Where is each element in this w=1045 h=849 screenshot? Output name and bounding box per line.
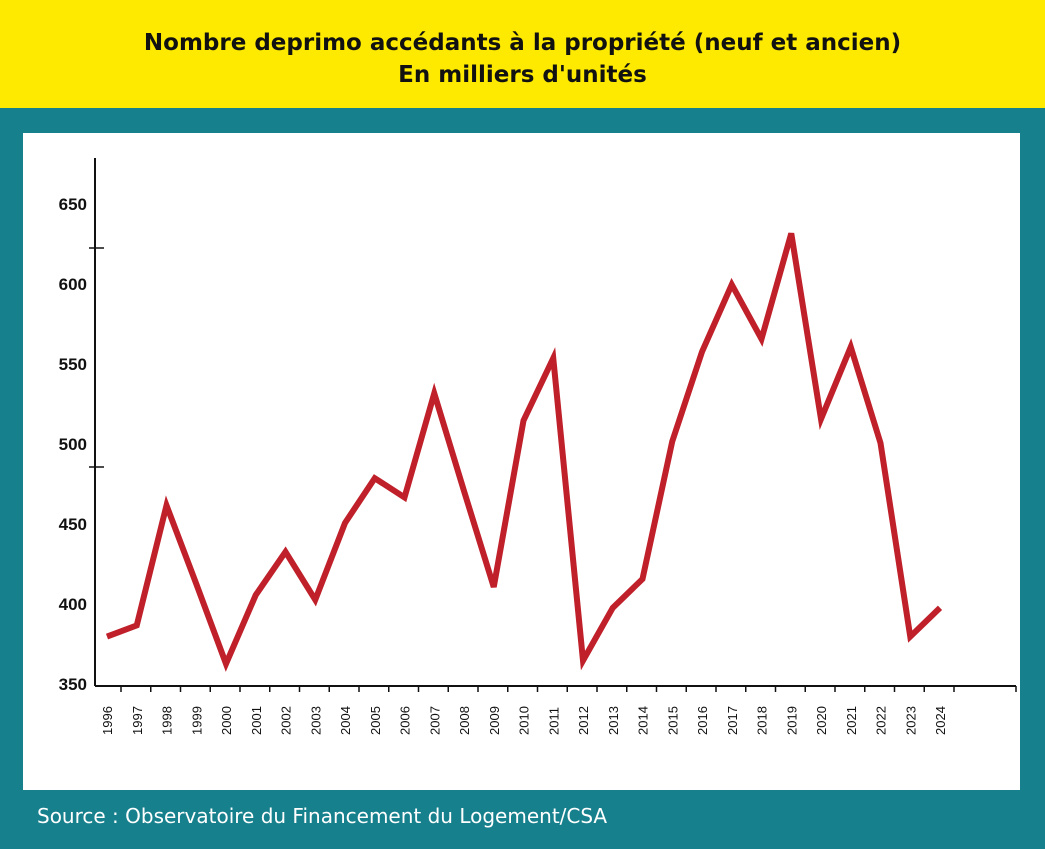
x-tick-label: 2012 <box>576 706 591 735</box>
x-tick-label: 1996 <box>100 706 115 735</box>
y-tick-label: 550 <box>59 355 87 374</box>
x-tick-label: 2018 <box>755 706 770 735</box>
x-tick-label: 2011 <box>546 707 561 735</box>
chart-header: Nombre deprimo accédants à la propriété … <box>0 0 1045 108</box>
x-tick-label: 2020 <box>814 706 829 735</box>
y-tick-label: 350 <box>59 675 87 694</box>
x-tick-label: 2019 <box>784 706 799 735</box>
y-tick-label: 400 <box>59 595 87 614</box>
x-tick-label: 2024 <box>933 706 948 735</box>
chart-panel <box>23 133 1020 790</box>
x-tick-label: 2015 <box>665 706 680 735</box>
x-tick-label: 1997 <box>130 706 145 735</box>
y-tick-label: 500 <box>59 435 87 454</box>
x-tick-label: 2003 <box>308 706 323 735</box>
x-tick-label: 2002 <box>279 706 294 735</box>
source-note: Source : Observatoire du Financement du … <box>37 804 608 828</box>
x-tick-label: 2010 <box>517 706 532 735</box>
y-tick-label: 650 <box>59 195 87 214</box>
x-tick-label: 2022 <box>874 706 889 735</box>
x-tick-label: 2006 <box>398 706 413 735</box>
x-tick-label: 2000 <box>219 706 234 735</box>
x-tick-label: 2008 <box>457 706 472 735</box>
y-tick-label: 450 <box>59 515 87 534</box>
x-tick-label: 2013 <box>606 706 621 735</box>
x-tick-label: 2009 <box>487 706 502 735</box>
x-tick-label: 2007 <box>427 706 442 735</box>
y-tick-label: 600 <box>59 275 87 294</box>
x-tick-label: 2016 <box>695 706 710 735</box>
x-tick-label: 2021 <box>844 706 859 735</box>
x-tick-label: 1998 <box>160 706 175 735</box>
series-line <box>105 232 943 672</box>
x-tick-label: 2001 <box>249 706 264 735</box>
chart-title: Nombre deprimo accédants à la propriété … <box>143 30 902 56</box>
x-tick-label: 2005 <box>368 706 383 735</box>
chart-subtitle: En milliers d'unités <box>398 62 647 88</box>
x-tick-label: 2004 <box>338 706 353 735</box>
x-tick-label: 2014 <box>636 706 651 735</box>
x-tick-label: 1999 <box>189 706 204 735</box>
x-tick-label: 2023 <box>903 706 918 735</box>
x-tick-label: 2017 <box>725 706 740 735</box>
